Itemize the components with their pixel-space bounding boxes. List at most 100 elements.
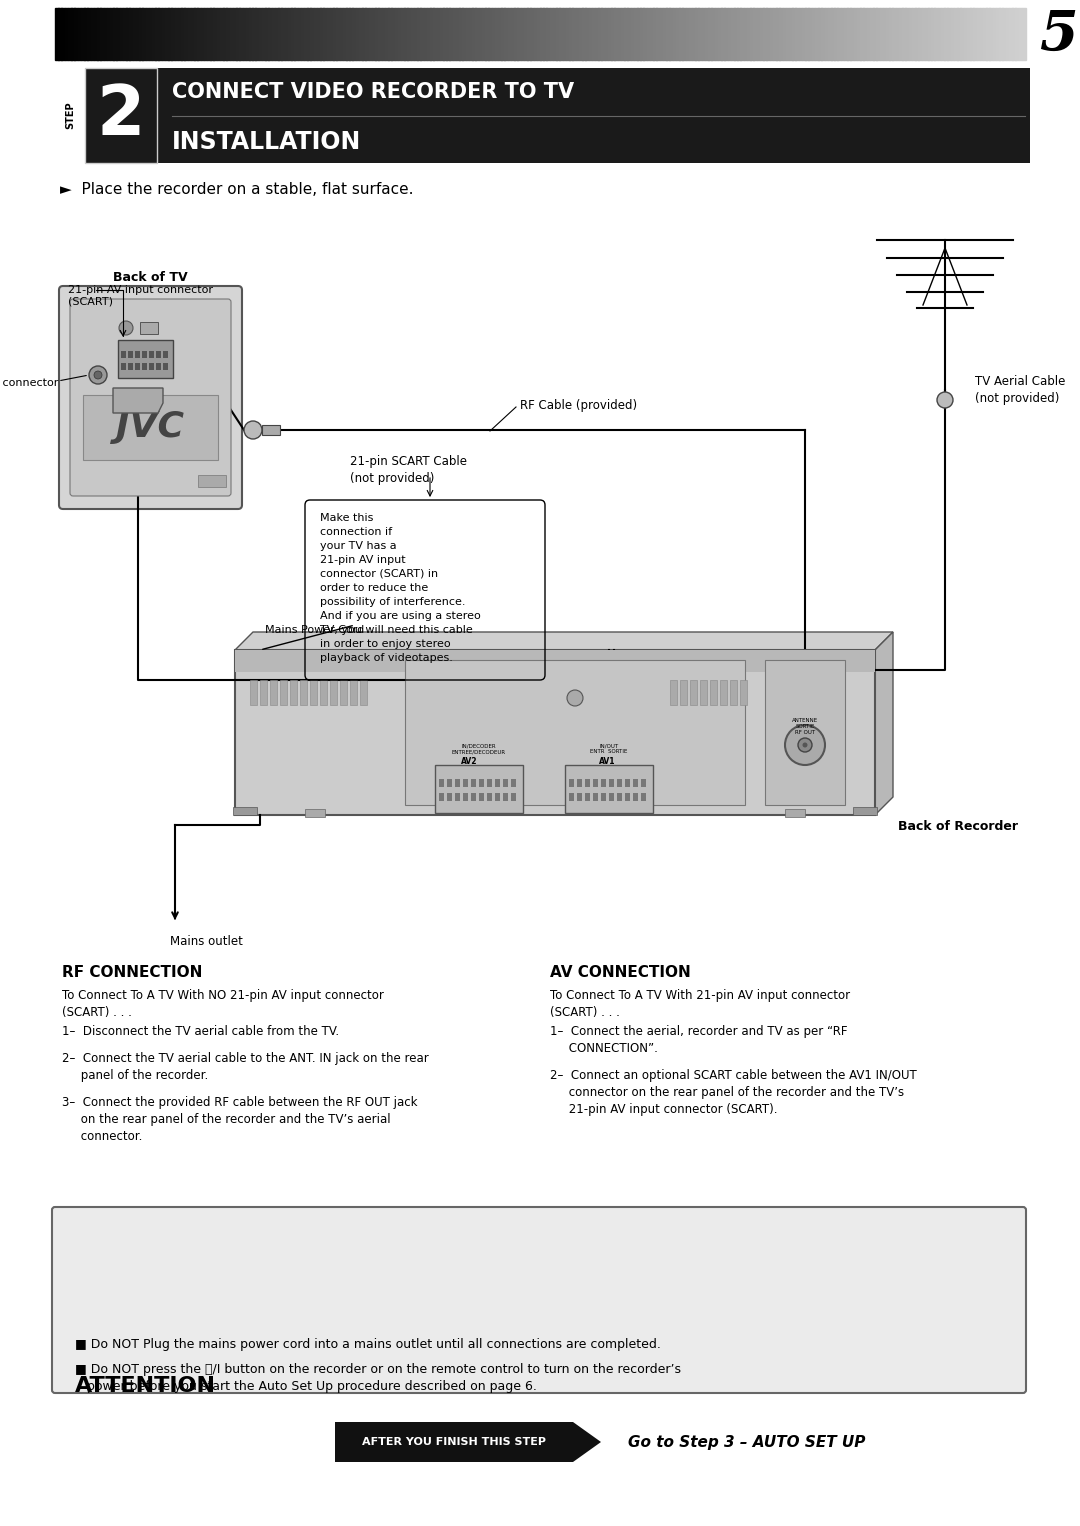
Bar: [272, 8, 275, 60]
Bar: [133, 8, 136, 60]
Bar: [765, 661, 845, 806]
Bar: [262, 426, 280, 435]
Bar: [75, 8, 78, 60]
Bar: [55, 8, 58, 60]
Bar: [589, 8, 592, 60]
Bar: [934, 8, 939, 60]
Bar: [840, 8, 845, 60]
Text: IN/DECODER: IN/DECODER: [461, 743, 497, 748]
Bar: [553, 8, 556, 60]
Bar: [372, 8, 376, 60]
Bar: [336, 8, 340, 60]
Bar: [487, 778, 492, 787]
Bar: [339, 8, 343, 60]
Bar: [585, 794, 590, 801]
Bar: [918, 8, 922, 60]
Bar: [135, 363, 140, 369]
Bar: [294, 8, 298, 60]
Bar: [83, 395, 218, 459]
Bar: [873, 8, 877, 60]
Bar: [744, 8, 747, 60]
Text: TV Aerial Cable
(not provided): TV Aerial Cable (not provided): [975, 375, 1065, 404]
Bar: [605, 8, 608, 60]
Text: IN/OUT: IN/OUT: [599, 743, 619, 748]
Bar: [892, 8, 896, 60]
Bar: [178, 8, 181, 60]
FancyBboxPatch shape: [70, 299, 231, 496]
Bar: [1012, 8, 1016, 60]
Bar: [941, 8, 945, 60]
Bar: [725, 8, 728, 60]
Bar: [279, 8, 282, 60]
Bar: [420, 8, 424, 60]
Bar: [950, 8, 955, 60]
Bar: [947, 8, 951, 60]
Bar: [754, 8, 757, 60]
Bar: [673, 8, 676, 60]
Bar: [71, 8, 75, 60]
Polygon shape: [113, 388, 163, 414]
Bar: [986, 8, 990, 60]
Bar: [249, 681, 257, 705]
Bar: [462, 8, 467, 60]
Bar: [593, 794, 598, 801]
Bar: [579, 8, 582, 60]
Bar: [188, 8, 191, 60]
Bar: [572, 8, 576, 60]
Bar: [463, 794, 468, 801]
Bar: [323, 8, 327, 60]
Text: INSTALLATION: INSTALLATION: [172, 130, 361, 154]
Bar: [814, 8, 819, 60]
Bar: [487, 794, 492, 801]
Text: RF CONNECTION: RF CONNECTION: [62, 964, 202, 980]
Bar: [540, 8, 543, 60]
Bar: [97, 8, 100, 60]
Bar: [414, 8, 418, 60]
Bar: [141, 351, 147, 359]
Bar: [475, 8, 480, 60]
Text: ■ Do NOT Plug the mains power cord into a mains outlet until all connections are: ■ Do NOT Plug the mains power cord into …: [75, 1338, 661, 1351]
Bar: [233, 807, 257, 815]
Bar: [634, 8, 637, 60]
Bar: [642, 778, 646, 787]
Bar: [556, 8, 559, 60]
Bar: [141, 363, 147, 369]
Bar: [349, 8, 353, 60]
Circle shape: [94, 371, 102, 378]
Text: 1–  Connect the aerial, recorder and TV as per “RF
     CONNECTION”.: 1– Connect the aerial, recorder and TV a…: [550, 1025, 848, 1054]
Bar: [58, 8, 62, 60]
Bar: [783, 8, 786, 60]
Bar: [427, 8, 431, 60]
Bar: [747, 8, 751, 60]
Bar: [757, 8, 760, 60]
Bar: [185, 8, 188, 60]
Bar: [718, 8, 721, 60]
Bar: [313, 8, 318, 60]
Bar: [342, 8, 347, 60]
Bar: [211, 8, 214, 60]
Bar: [121, 363, 126, 369]
Bar: [194, 8, 198, 60]
Bar: [485, 8, 489, 60]
Bar: [618, 8, 621, 60]
Bar: [1022, 8, 1026, 60]
Bar: [808, 8, 812, 60]
Bar: [843, 8, 848, 60]
Bar: [996, 8, 1000, 60]
Bar: [359, 8, 363, 60]
Bar: [235, 650, 875, 815]
Bar: [335, 1422, 573, 1462]
Bar: [401, 8, 405, 60]
Bar: [793, 8, 796, 60]
Bar: [503, 778, 508, 787]
Text: 3–  Connect the provided RF cable between the RF OUT jack
     on the rear panel: 3– Connect the provided RF cable between…: [62, 1096, 418, 1143]
Bar: [201, 8, 204, 60]
Bar: [602, 8, 605, 60]
Text: Back of Recorder: Back of Recorder: [897, 819, 1018, 833]
Bar: [291, 8, 295, 60]
Bar: [465, 8, 470, 60]
Bar: [508, 8, 512, 60]
Bar: [789, 8, 793, 60]
Bar: [233, 8, 237, 60]
Bar: [287, 8, 292, 60]
